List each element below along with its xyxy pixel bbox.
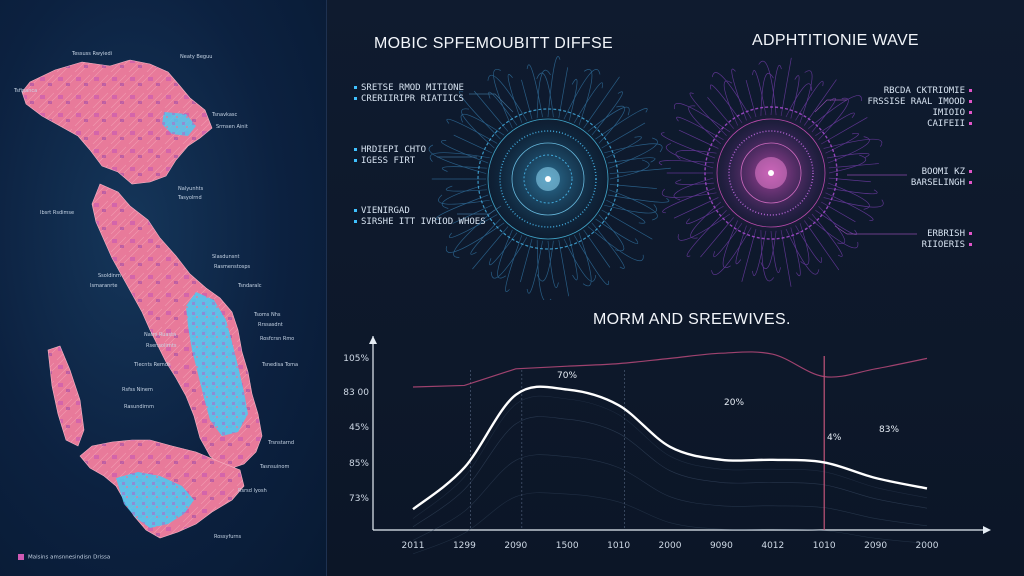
map-label: Rasundirnm xyxy=(124,404,154,410)
left-wave-title: MOBIC SPFEMOUBITT DIFFSE xyxy=(374,35,613,52)
wave-visuals xyxy=(428,56,917,300)
map-label: Rsrsd Iyosh xyxy=(238,488,267,494)
y-axis-arrow xyxy=(369,336,377,344)
y-tick-label: 85% xyxy=(349,459,369,469)
map-label: Rossyfurns xyxy=(214,534,242,540)
map-label: Rrssasdnt xyxy=(258,322,283,328)
map-cyan-south xyxy=(116,472,194,528)
map-label: Tlecnts Remds xyxy=(134,362,171,368)
map-cyan-central xyxy=(186,292,248,436)
annotation-line: RBCDA CKTRIOMIE xyxy=(883,86,965,96)
map-label: Slasdunsnt xyxy=(212,254,240,260)
chart-title: MORM AND SREEWIVES. xyxy=(593,311,791,328)
map-label: Nalyunhts xyxy=(178,186,204,192)
x-tick-label: 1299 xyxy=(453,541,476,551)
accent-line xyxy=(412,351,928,388)
left-wave-circle xyxy=(428,56,671,300)
map-label: Tessuss Rwyiedi xyxy=(72,51,113,57)
map-label: Tasnsuinom xyxy=(260,464,290,470)
map-label: Tsnedisa Toma xyxy=(262,362,299,368)
y-tick-label: 83 00 xyxy=(343,388,369,398)
map-label: Tsndaralc xyxy=(238,283,262,289)
right-wave-connectors xyxy=(814,99,917,235)
data-annotation: 83% xyxy=(879,425,899,435)
annotation-line: BARSELINGH xyxy=(910,178,965,188)
data-annotation: 4% xyxy=(827,433,842,443)
x-tick-label: 4012 xyxy=(761,541,784,551)
x-tick-label: 2000 xyxy=(659,541,682,551)
map-label: Rasmenstosps xyxy=(214,264,251,270)
map-label: Rosfcrsn Rmo xyxy=(260,336,295,342)
annotation-line: VIENIRGAD xyxy=(361,206,410,216)
x-tick-label: 1010 xyxy=(607,541,630,551)
annotation-line: CRERIIRIPR RIATIICS xyxy=(361,94,464,104)
map-region-north xyxy=(21,59,213,185)
grid-curve xyxy=(412,416,928,528)
annotation-line: SIRSHE ITT IVRIOD WHOES xyxy=(361,217,486,227)
annotation-line: FRSSISE RAAL IMOOD xyxy=(867,97,965,107)
map-legend: Malsins amsnnesindisn Drissa xyxy=(18,553,111,560)
x-tick-label: 2011 xyxy=(402,541,425,551)
annotation-line: SRETSE RMOD MITIONE xyxy=(361,83,464,93)
map-label: Rsensolirnts xyxy=(146,343,177,349)
map-label: Trsnstarnd xyxy=(268,440,295,446)
panel-divider xyxy=(326,0,327,576)
right-wave-circle xyxy=(658,57,884,287)
y-tick-label: 45% xyxy=(349,423,369,433)
annotation-line: BOOMI KZ xyxy=(921,167,965,177)
map-label: Natrs Ruasta xyxy=(144,332,177,338)
right-wave-title: ADPHTITIONIE WAVE xyxy=(752,32,919,49)
map-coast-west xyxy=(47,345,85,447)
x-tick-label: 2090 xyxy=(864,541,887,551)
map-cyan-north xyxy=(162,112,196,136)
annotation-line: RIIOERIS xyxy=(921,240,965,250)
legend-swatch xyxy=(18,553,24,560)
grid-curve xyxy=(412,395,928,519)
annotation-line: ERBRISH xyxy=(927,229,965,239)
left-wave-connectors xyxy=(437,93,514,215)
map-label: Tsfipanca xyxy=(14,88,38,94)
annotation-line: IGESS FIRT xyxy=(361,156,416,166)
data-annotation: 70% xyxy=(557,371,577,381)
x-axis-arrow xyxy=(983,526,991,534)
x-tick-label: 2090 xyxy=(504,541,527,551)
map-label: Tsoms Nhs xyxy=(254,312,281,318)
right-wave-annotation: RBCDA CKTRIOMIE FRSSISE RAAL IMOOD IMIOI… xyxy=(867,86,972,130)
left-wave-annotation: VIENIRGAD SIRSHE ITT IVRIOD WHOES xyxy=(354,206,486,228)
right-wave-annotation: BOOMI KZ BARSELINGH xyxy=(911,167,972,189)
annotation-line: IMIOIO xyxy=(932,108,965,118)
map-label: Tasyolrnd xyxy=(178,195,202,201)
map-label: Ssoldinm xyxy=(98,273,121,279)
vietnam-map xyxy=(21,59,263,539)
y-tick-label: 105% xyxy=(343,354,369,364)
map-label: Srmsen Ainit xyxy=(216,124,248,130)
map-label: Neaty Beguu xyxy=(180,54,213,60)
map-legend-label: Malsins amsnnesindisn Drissa xyxy=(28,554,111,560)
map-label: Rsfss Ninem xyxy=(122,387,153,393)
chart-panel xyxy=(327,0,1024,576)
x-tick-label: 2000 xyxy=(916,541,939,551)
annotation-line: CAIFEII xyxy=(927,119,965,129)
annotation-line: HRDIEPI CHTO xyxy=(361,145,427,155)
x-tick-label: 9090 xyxy=(710,541,733,551)
grid-curve xyxy=(412,454,928,541)
left-wave-annotation: HRDIEPI CHTO IGESS FIRT xyxy=(354,145,426,167)
x-tick-label: 1010 xyxy=(813,541,836,551)
line-chart: 73% 85% 45% 83 00 105% 2011 1299 2090 1500 1010 20… xyxy=(343,336,991,555)
right-wave-annotation: ERBRISH RIIOERIS xyxy=(922,229,972,251)
x-tick-label: 1500 xyxy=(556,541,579,551)
series-line xyxy=(412,385,928,511)
grid-curve xyxy=(412,492,928,555)
left-wave-annotation: SRETSE RMOD MITIONE CRERIIRIPR RIATIICS xyxy=(354,83,464,105)
map-label: Ismaranrte xyxy=(90,283,118,289)
map-label: Ibsrt Rsdimse xyxy=(40,210,75,216)
grid-curves xyxy=(412,395,928,555)
data-annotation: 20% xyxy=(724,398,744,408)
map-label: Tsnavkasc xyxy=(212,112,238,118)
y-tick-label: 73% xyxy=(349,494,369,504)
